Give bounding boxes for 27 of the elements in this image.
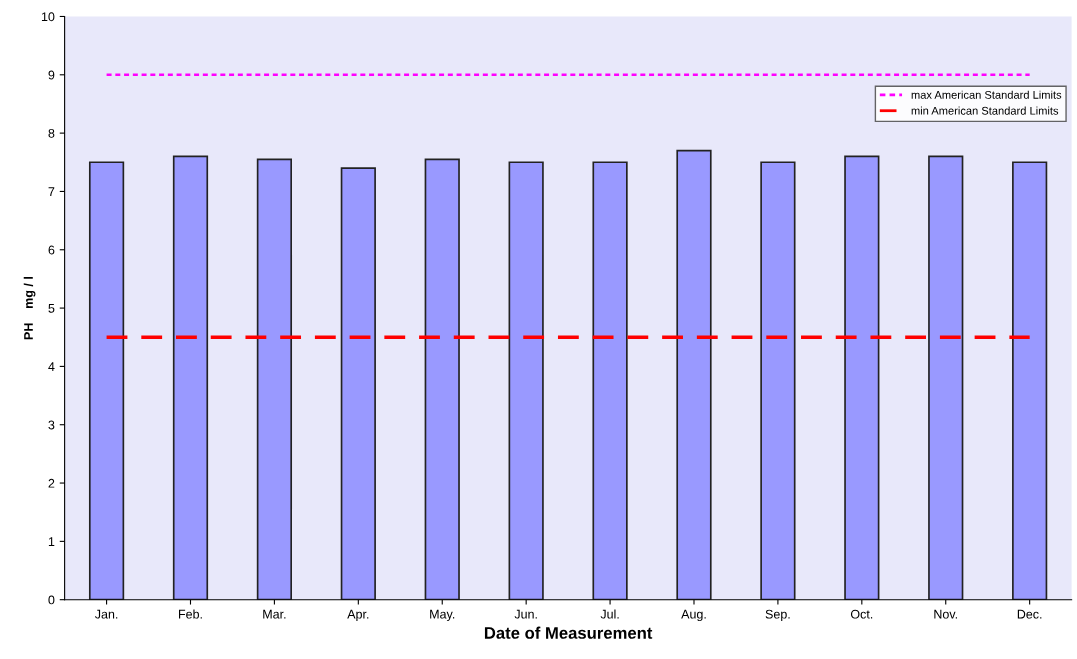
x-tick-label: May.	[430, 609, 455, 622]
y-tick-label: 5	[48, 304, 55, 313]
x-tick-label: Aug.	[681, 609, 706, 622]
y-tick-label: 7	[48, 187, 55, 196]
y-tick-label: 2	[48, 478, 55, 488]
y-tick-label: 10	[41, 12, 55, 22]
y-tick-label: 3	[48, 420, 55, 430]
y-axis-title: PH mg / l	[23, 277, 36, 340]
x-tick-label: Jul.	[600, 609, 619, 619]
x-tick-label: Dec.	[1017, 609, 1042, 619]
x-tick-label: Jan.	[94, 609, 118, 619]
y-tick-label: 0	[48, 595, 55, 605]
y-tick-label: 6	[48, 245, 55, 255]
x-axis-title: Date of Measurement	[484, 626, 653, 639]
x-tick-label: Apr.	[347, 609, 369, 622]
y-tick-label: 1	[48, 537, 55, 546]
x-tick-label: Sep.	[765, 609, 790, 622]
x-tick-label: Oct.	[850, 609, 873, 619]
legend-label: min American Standard Limits	[911, 106, 1059, 115]
y-tick-label: 9	[48, 70, 55, 80]
x-tick-label: Jun.	[514, 609, 537, 619]
y-tick-label: 8	[48, 128, 55, 138]
x-tick-label: Mar.	[263, 609, 286, 619]
x-tick-label: Nov.	[934, 609, 957, 619]
x-tick-label: Feb.	[179, 609, 202, 619]
legend-label: max American Standard Limits	[911, 90, 1062, 99]
y-tick-label: 4	[48, 362, 55, 371]
